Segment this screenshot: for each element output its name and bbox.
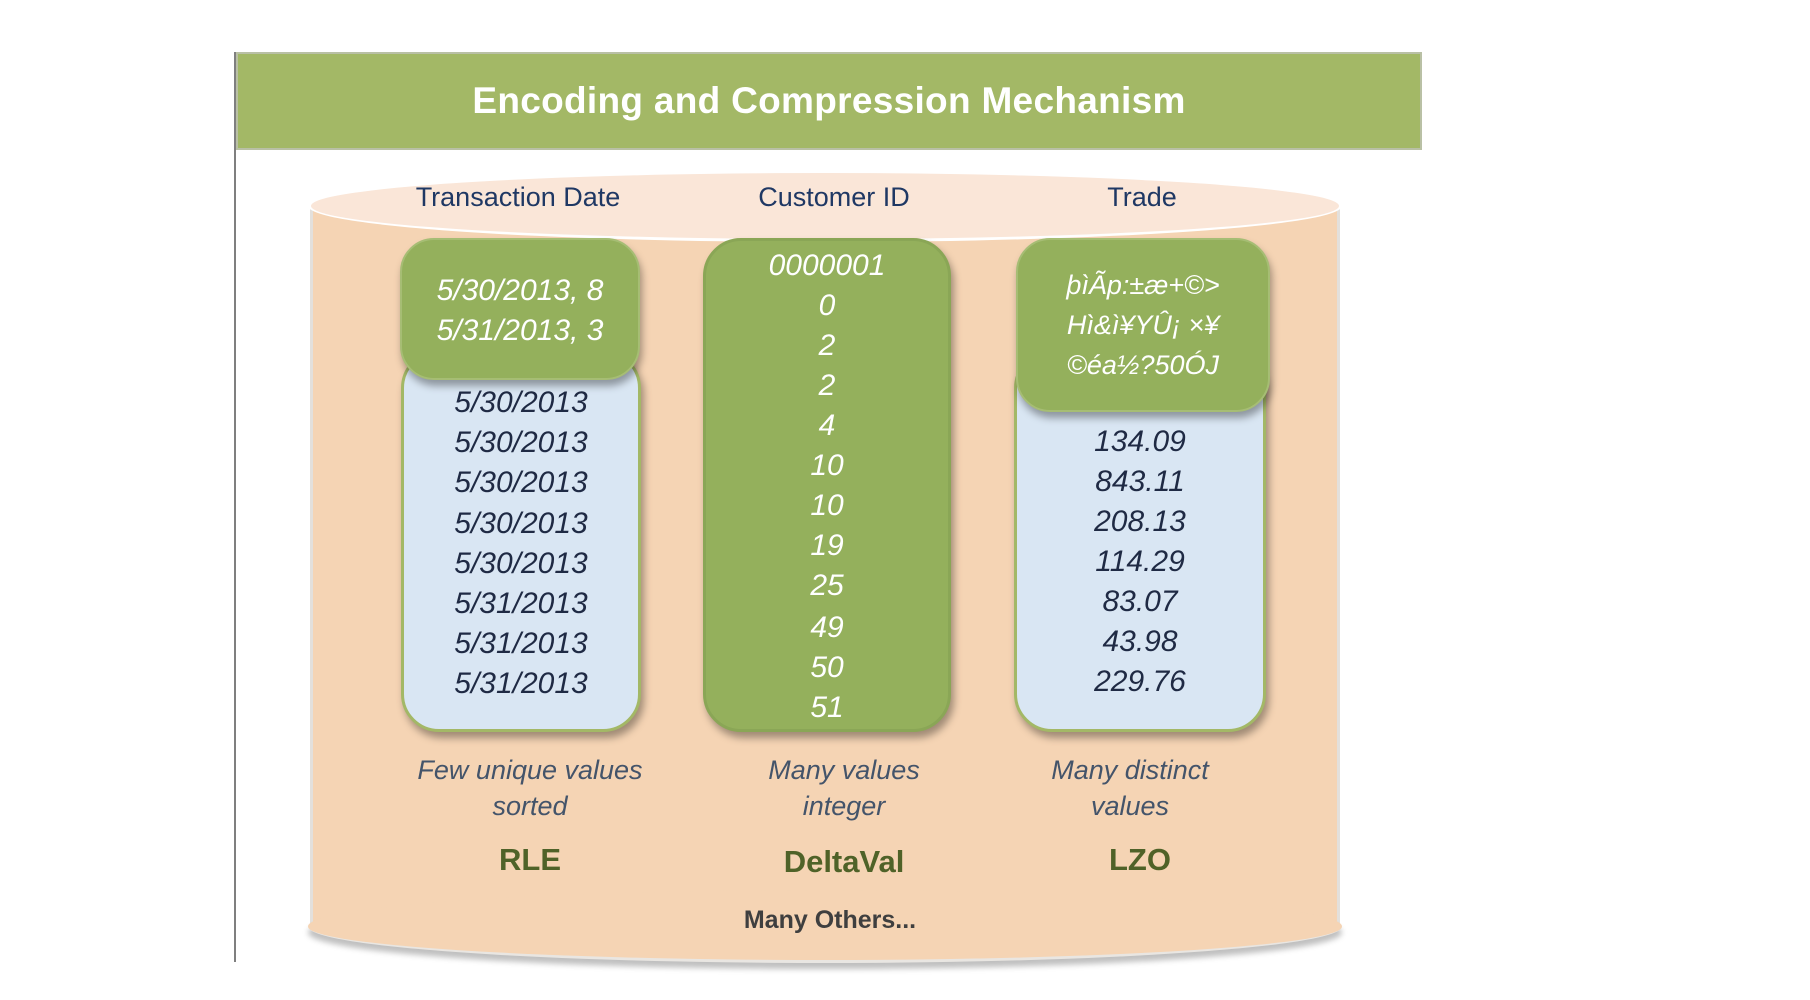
footer-many-others: Many Others... <box>743 906 917 934</box>
date-value: 5/30/2013 <box>454 386 588 419</box>
lzo-value: Hì&ì¥YÛ¡ ×¥ <box>1066 310 1220 340</box>
trade-value: 229.76 <box>1094 665 1186 698</box>
title-banner: Encoding and Compression Mechanism <box>236 52 1422 150</box>
rle-encoded-cap: 5/30/2013, 8 5/31/2013, 3 <box>400 238 640 380</box>
date-value: 5/31/2013 <box>454 627 588 660</box>
id-value: 0 <box>818 289 836 322</box>
id-value: 10 <box>810 489 844 522</box>
trade-value: 208.13 <box>1094 505 1186 538</box>
method-lzo: LZO <box>1109 842 1171 877</box>
trade-value: 43.98 <box>1102 625 1178 658</box>
method-deltaval: DeltaVal <box>783 844 905 879</box>
id-value: 4 <box>818 409 836 442</box>
note-line: Many values <box>768 755 920 785</box>
rle-value: 5/31/2013, 3 <box>436 314 604 347</box>
id-value: 50 <box>810 651 844 684</box>
date-value: 5/30/2013 <box>454 466 588 499</box>
id-value: 2 <box>818 369 836 402</box>
rle-value: 5/30/2013, 8 <box>436 274 604 307</box>
cylinder-top <box>308 170 1342 242</box>
id-value: 0000001 <box>768 249 886 282</box>
trade-value: 83.07 <box>1102 585 1178 618</box>
date-value: 5/30/2013 <box>454 507 588 540</box>
column-title-customer-id: Customer ID <box>758 182 910 212</box>
diagram-title: Encoding and Compression Mechanism <box>472 80 1186 121</box>
id-value: 10 <box>810 449 844 482</box>
id-value: 51 <box>810 691 844 724</box>
note-line: Many distinct <box>1051 755 1209 785</box>
lzo-value: þìÃp:±æ+©> <box>1066 270 1220 300</box>
trade-value: 843.11 <box>1095 465 1185 498</box>
date-value: 5/31/2013 <box>454 667 588 700</box>
id-value: 19 <box>810 529 844 562</box>
lzo-encoded-cap: þìÃp:±æ+©> Hì&ì¥YÛ¡ ×¥ ©éa½?50ÓJ <box>1016 238 1270 412</box>
note-line: Few unique values <box>417 755 643 785</box>
lzo-value: ©éa½?50ÓJ <box>1067 350 1219 380</box>
column-customer-id: 0000001 0 2 2 4 10 10 19 25 49 50 51 <box>703 238 951 732</box>
note-transaction-date: Few unique values sorted <box>400 752 660 824</box>
note-line: sorted <box>492 791 568 821</box>
column-transaction-date: 5/30/2013 5/30/2013 5/30/2013 5/30/2013 … <box>401 350 641 732</box>
column-trade: 134.09 843.11 208.13 114.29 83.07 43.98 … <box>1014 350 1266 732</box>
date-value: 5/30/2013 <box>454 547 588 580</box>
id-value: 2 <box>818 329 836 362</box>
column-title-transaction-date: Transaction Date <box>415 182 621 212</box>
trade-value: 134.09 <box>1094 425 1186 458</box>
method-rle: RLE <box>499 842 561 877</box>
note-trade: Many distinct values <box>1000 752 1260 824</box>
note-customer-id: Many values integer <box>714 752 974 824</box>
date-value: 5/30/2013 <box>454 426 588 459</box>
note-line: integer <box>802 791 886 821</box>
id-value: 25 <box>810 569 844 602</box>
trade-value: 114.29 <box>1095 545 1185 578</box>
column-title-trade: Trade <box>1107 182 1177 212</box>
note-line: values <box>1090 791 1170 821</box>
date-value: 5/31/2013 <box>454 587 588 620</box>
cylinder-bottom <box>308 890 1342 963</box>
id-value: 49 <box>810 611 844 644</box>
